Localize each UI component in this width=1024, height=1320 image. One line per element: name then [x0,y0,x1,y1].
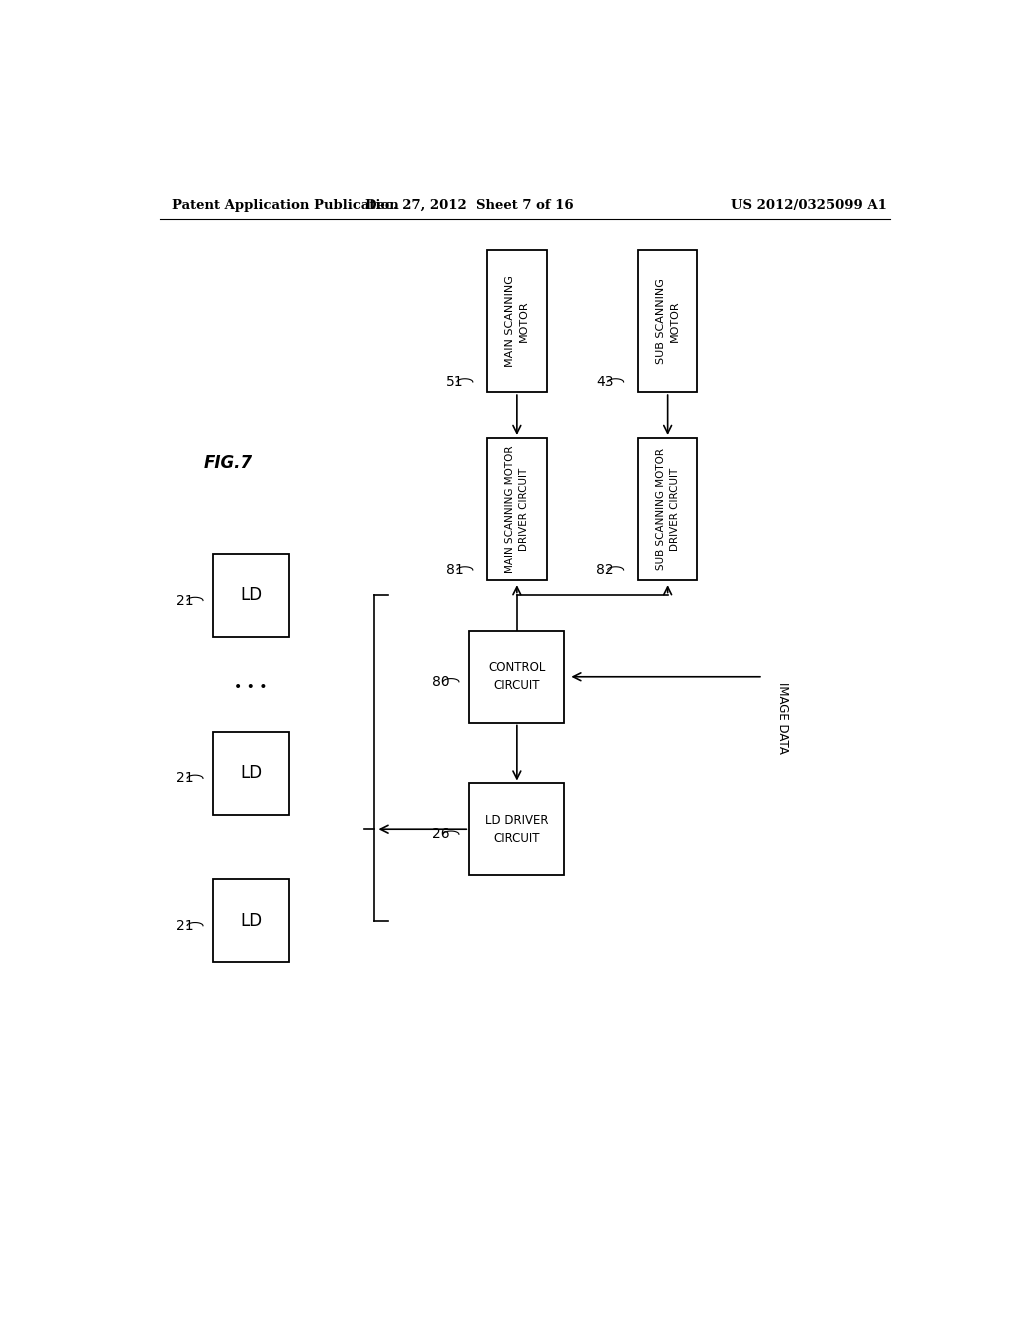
Bar [487,438,547,581]
Bar [213,554,289,638]
Text: IMAGE DATA: IMAGE DATA [776,682,790,754]
Text: 26: 26 [432,828,450,841]
Text: 81: 81 [445,564,463,577]
Text: MAIN SCANNING MOTOR
DRIVER CIRCUIT: MAIN SCANNING MOTOR DRIVER CIRCUIT [505,445,528,573]
Text: MAIN SCANNING
MOTOR: MAIN SCANNING MOTOR [505,275,528,367]
Text: • • •: • • • [234,680,267,694]
Text: CONTROL
CIRCUIT: CONTROL CIRCUIT [488,661,546,692]
Bar [638,438,697,581]
Text: 51: 51 [445,375,463,389]
Text: LD: LD [240,586,262,605]
Text: FIG.7: FIG.7 [204,454,253,473]
Text: LD: LD [240,764,262,783]
Text: SUB SCANNING
MOTOR: SUB SCANNING MOTOR [655,279,680,364]
Text: LD: LD [240,912,262,929]
Text: 21: 21 [176,919,194,933]
Text: 82: 82 [596,564,614,577]
Text: 21: 21 [176,771,194,785]
Text: 43: 43 [597,375,614,389]
Bar [469,631,564,722]
Bar [213,879,289,962]
Bar [487,249,547,392]
Text: 80: 80 [432,675,450,689]
Text: LD DRIVER
CIRCUIT: LD DRIVER CIRCUIT [485,813,549,845]
Text: 21: 21 [176,594,194,607]
Bar [638,249,697,392]
Text: SUB SCANNING MOTOR
DRIVER CIRCUIT: SUB SCANNING MOTOR DRIVER CIRCUIT [655,447,680,570]
Bar [469,784,564,875]
Text: US 2012/0325099 A1: US 2012/0325099 A1 [731,198,887,211]
Text: Dec. 27, 2012  Sheet 7 of 16: Dec. 27, 2012 Sheet 7 of 16 [365,198,573,211]
Bar [213,731,289,814]
Text: Patent Application Publication: Patent Application Publication [172,198,398,211]
